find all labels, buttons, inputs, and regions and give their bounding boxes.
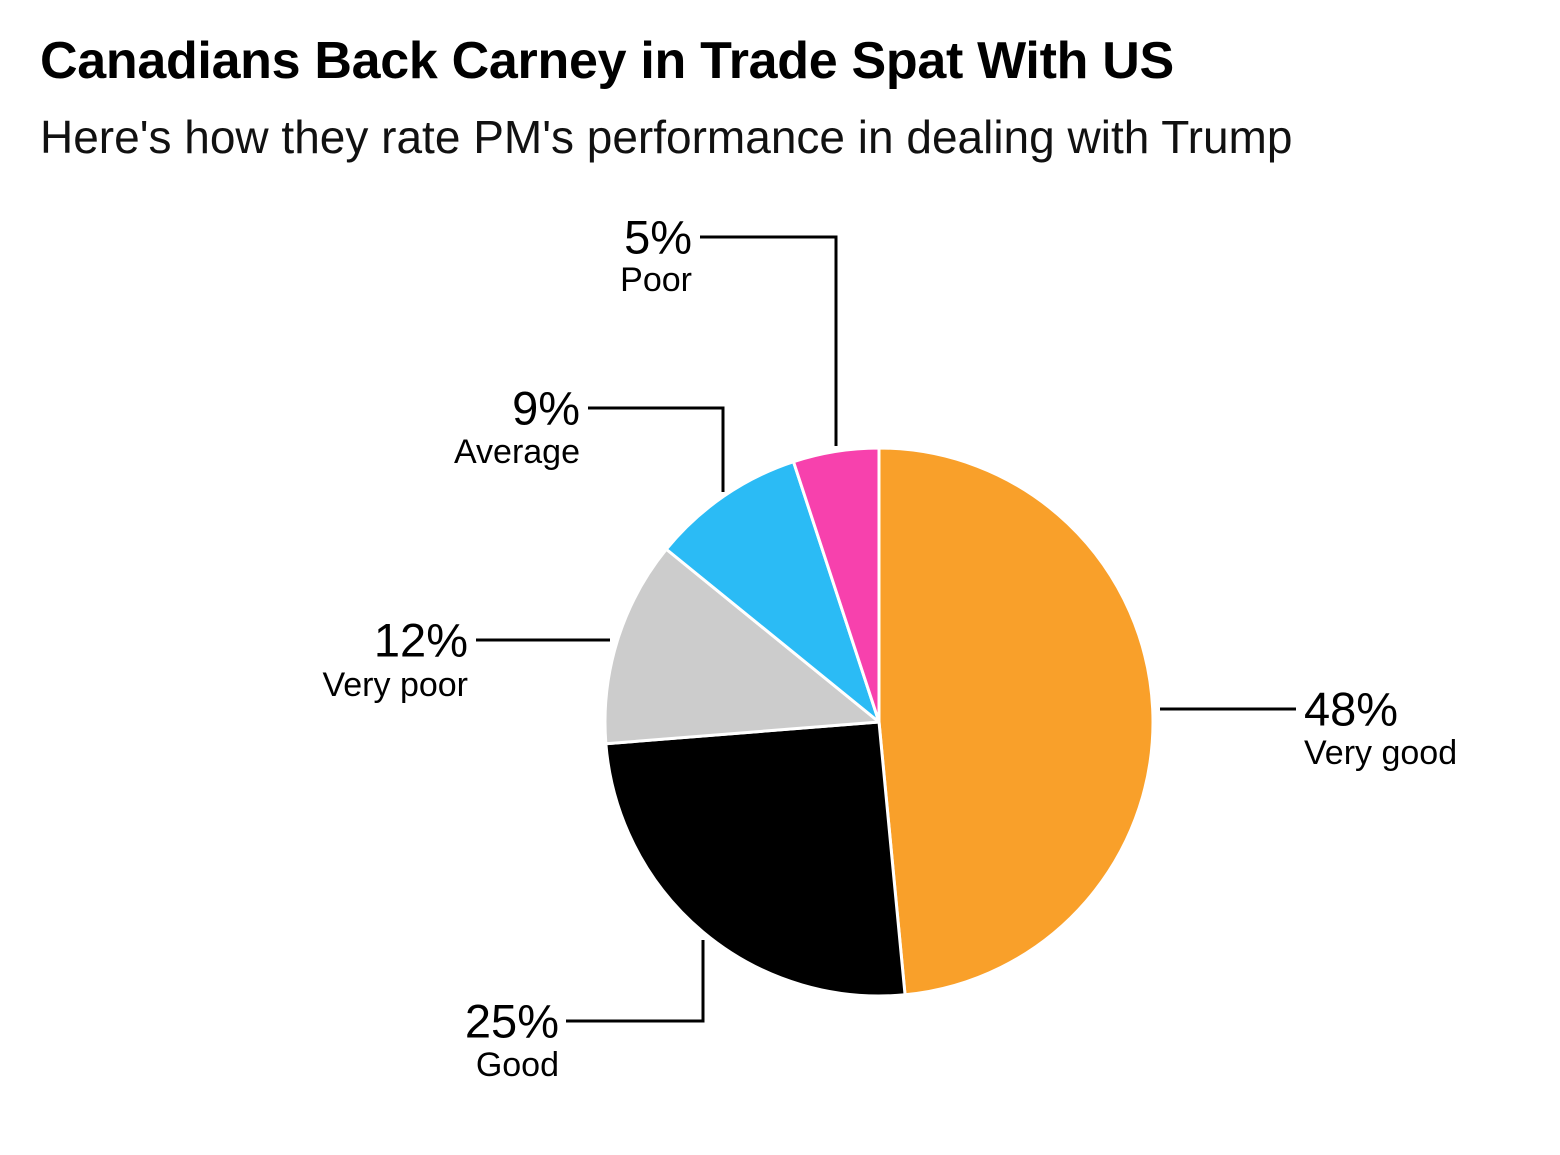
pie-slice-very-good <box>877 446 1155 997</box>
value-label-very-poor: 12% <box>374 613 468 666</box>
category-label-good: Good <box>476 1046 559 1084</box>
leader-line-good <box>566 940 705 1023</box>
leader-line-poor <box>700 235 838 446</box>
value-label-poor: 5% <box>624 210 692 263</box>
value-label-good: 25% <box>465 994 559 1047</box>
value-label-average: 9% <box>512 381 580 434</box>
pie-slice-average <box>664 460 881 724</box>
pie-slices <box>603 446 1155 998</box>
category-label-poor: Poor <box>620 261 692 299</box>
pie-slice-good <box>604 720 907 998</box>
pie-slice-poor <box>792 446 881 724</box>
category-label-very-poor: Very poor <box>322 666 468 704</box>
category-label-very-good: Very good <box>1304 734 1457 772</box>
chart-title: Canadians Back Carney in Trade Spat With… <box>40 32 1174 90</box>
leader-line-average <box>588 406 725 492</box>
pie-slice-very-poor <box>603 547 881 746</box>
leader-lines <box>476 235 1296 1023</box>
chart-subtitle: Here's how they rate PM's performance in… <box>40 111 1293 163</box>
category-label-average: Average <box>454 433 580 471</box>
slice-labels: 48%Very good 25%Good 12%Very poor 9%Average… <box>322 210 1457 1083</box>
value-label-very-good: 48% <box>1304 682 1398 735</box>
